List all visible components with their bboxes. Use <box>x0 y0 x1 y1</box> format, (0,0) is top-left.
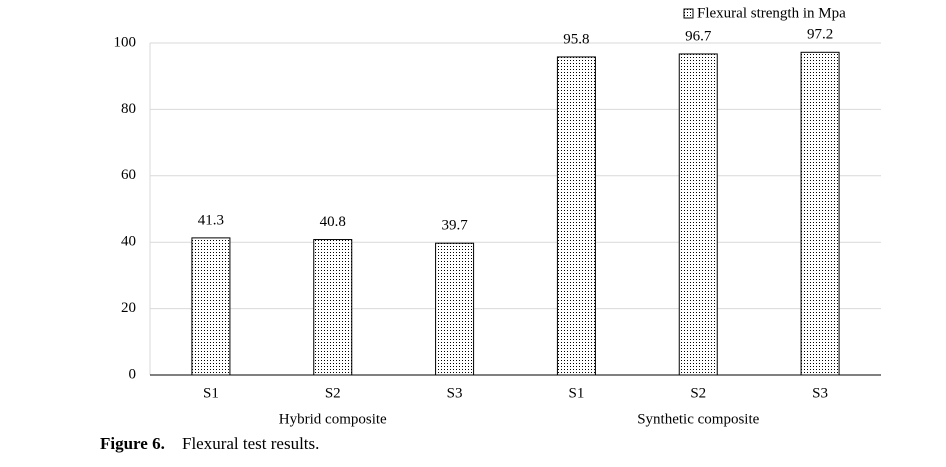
x-tick-label: S1 <box>203 385 219 401</box>
bar <box>313 239 353 376</box>
group-label: Synthetic composite <box>637 411 759 427</box>
legend-label: Flexural strength in Mpa <box>697 5 846 21</box>
value-label: 41.3 <box>198 212 224 228</box>
value-label: 39.7 <box>441 218 468 234</box>
y-tick-label: 100 <box>114 34 137 50</box>
bar <box>678 53 718 376</box>
bar <box>800 51 840 376</box>
group-label: Hybrid composite <box>279 411 387 427</box>
caption: Flexural test results. <box>182 434 319 453</box>
y-tick-label: 0 <box>129 366 137 382</box>
caption-label: Figure 6. <box>100 434 165 453</box>
value-label: 95.8 <box>563 31 589 47</box>
y-tick-label: 80 <box>121 101 136 117</box>
x-tick-label: S1 <box>568 385 584 401</box>
y-tick-label: 20 <box>121 300 136 316</box>
x-tick-label: S2 <box>690 385 706 401</box>
value-label: 97.2 <box>807 27 833 43</box>
x-tick-label: S3 <box>812 385 828 401</box>
x-tick-label: S3 <box>447 385 463 401</box>
value-label: 96.7 <box>685 28 712 44</box>
bar <box>435 242 475 376</box>
bar <box>191 237 231 376</box>
bar <box>556 56 596 376</box>
x-tick-label: S2 <box>325 385 341 401</box>
y-tick-label: 60 <box>121 167 136 183</box>
value-label: 40.8 <box>320 214 346 230</box>
legend-swatch <box>683 8 694 19</box>
y-tick-label: 40 <box>121 234 136 250</box>
